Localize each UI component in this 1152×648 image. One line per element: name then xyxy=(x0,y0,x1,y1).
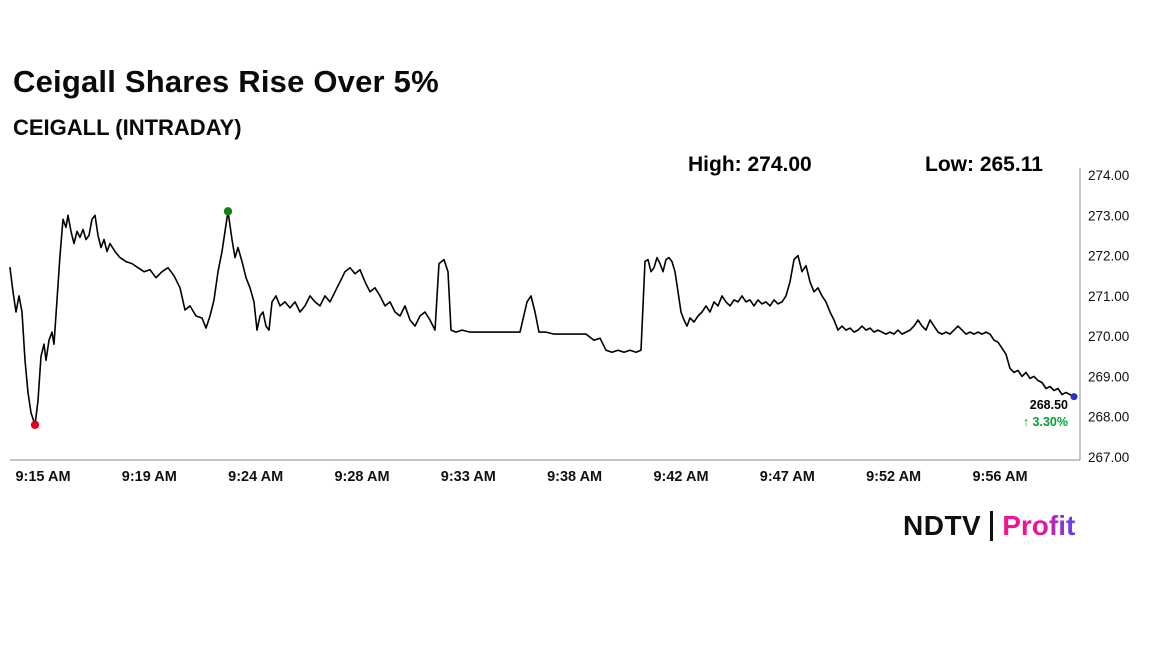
y-tick-label: 270.00 xyxy=(1088,329,1129,344)
x-tick-label: 9:33 AM xyxy=(441,469,496,485)
x-tick-label: 9:56 AM xyxy=(972,469,1027,485)
last-price-label: 268.50 xyxy=(1029,398,1068,412)
logo-divider xyxy=(990,511,994,541)
x-tick-label: 9:15 AM xyxy=(15,469,70,485)
y-tick-label: 269.00 xyxy=(1088,369,1129,384)
y-tick-label: 271.00 xyxy=(1088,289,1129,304)
x-tick-label: 9:42 AM xyxy=(653,469,708,485)
y-tick-label: 267.00 xyxy=(1088,450,1129,465)
x-tick-label: 9:52 AM xyxy=(866,469,921,485)
y-tick-label: 268.00 xyxy=(1088,410,1129,425)
x-tick-label: 9:38 AM xyxy=(547,469,602,485)
ndtv-wordmark: NDTV xyxy=(903,510,982,541)
x-tick-label: 9:19 AM xyxy=(122,469,177,485)
chart-subtitle: CEIGALL (INTRADAY) xyxy=(13,115,242,140)
low-value-label: Low: 265.11 xyxy=(925,153,1043,176)
profit-wordmark: Profit xyxy=(1002,510,1076,541)
last-price-dot xyxy=(1070,393,1078,401)
low-marker-dot xyxy=(30,420,40,429)
high-marker-dot xyxy=(223,207,233,216)
x-tick-label: 9:28 AM xyxy=(334,469,389,485)
price-line xyxy=(9,210,1075,426)
change-percent-label: ↑ 3.30% xyxy=(1022,415,1068,429)
y-tick-label: 274.00 xyxy=(1088,168,1129,183)
x-tick-label: 9:47 AM xyxy=(760,469,815,485)
x-tick-label: 9:24 AM xyxy=(228,469,283,485)
headline: Ceigall Shares Rise Over 5% xyxy=(13,64,439,99)
y-tick-label: 272.00 xyxy=(1088,249,1129,264)
ndtv-profit-logo: NDTV Profit xyxy=(903,511,1075,541)
high-value-label: High: 274.00 xyxy=(688,153,812,176)
y-tick-label: 273.00 xyxy=(1088,208,1129,223)
